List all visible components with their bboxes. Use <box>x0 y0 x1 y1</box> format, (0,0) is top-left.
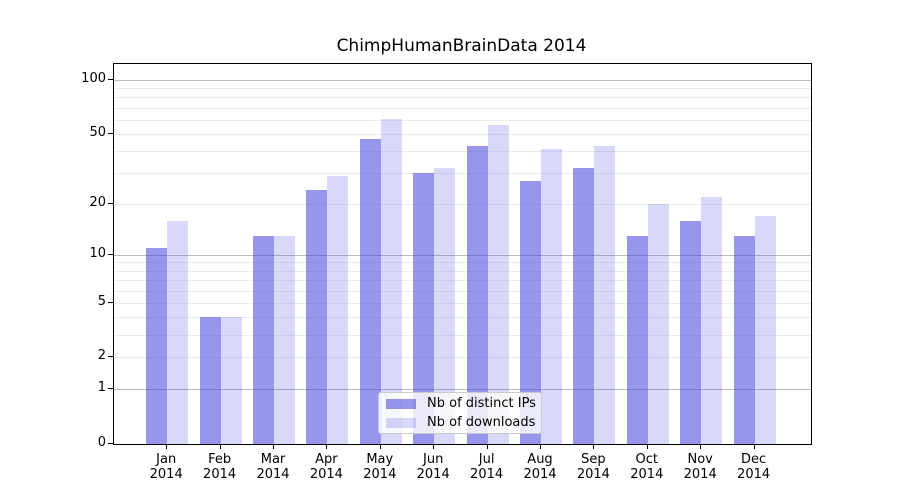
minor-gridline <box>114 270 811 272</box>
major-gridline <box>114 389 811 391</box>
bar-nb-of-distinct-ips-feb <box>199 317 221 444</box>
minor-gridline <box>114 173 811 175</box>
x-tick-mark <box>753 444 755 449</box>
x-tick-label: Nov 2014 <box>683 452 717 482</box>
minor-gridline <box>114 133 811 135</box>
bar-nb-of-distinct-ips-may <box>359 138 381 444</box>
x-tick-mark <box>166 444 168 449</box>
legend-item-downloads: Nb of downloads <box>379 414 541 431</box>
x-tick-mark <box>486 444 488 449</box>
x-tick-label: Feb 2014 <box>203 452 237 482</box>
bar-nb-of-distinct-ips-jul <box>466 145 488 444</box>
major-gridline <box>114 80 811 81</box>
x-tick-mark <box>540 444 541 449</box>
minor-gridline <box>114 302 811 304</box>
plot-area <box>113 63 812 445</box>
minor-gridline <box>114 107 811 109</box>
bar-nb-of-distinct-ips-mar <box>253 235 274 444</box>
bar-nb-of-downloads-oct <box>647 203 669 444</box>
bar-nb-of-distinct-ips-apr <box>306 190 328 444</box>
bar-nb-of-downloads-may <box>380 118 402 444</box>
bar-nb-of-downloads-feb <box>220 317 242 444</box>
x-tick-mark <box>593 444 595 449</box>
bar-nb-of-distinct-ips-aug <box>520 181 541 444</box>
bar-nb-of-distinct-ips-jan <box>146 248 168 444</box>
x-tick-mark <box>326 444 328 449</box>
x-tick-label: Oct 2014 <box>630 452 664 482</box>
y-tick-label: 2 <box>97 348 106 364</box>
legend-label-distinct-ips: Nb of distinct IPs <box>427 395 536 411</box>
minor-gridline <box>114 279 811 281</box>
y-tick-label: 1 <box>97 380 106 396</box>
minor-gridline <box>114 262 811 264</box>
major-gridline <box>114 254 811 256</box>
x-tick-mark <box>700 444 702 449</box>
y-tick-mark <box>108 132 113 134</box>
minor-gridline <box>114 290 811 292</box>
x-tick-label: Jan 2014 <box>149 452 183 482</box>
y-tick-mark <box>108 79 113 80</box>
legend-swatch-downloads <box>386 417 416 428</box>
minor-gridline <box>114 317 811 319</box>
y-tick-mark <box>108 443 113 444</box>
bar-nb-of-downloads-jan <box>167 220 189 444</box>
x-tick-label: May 2014 <box>363 452 397 482</box>
minor-gridline <box>114 88 811 90</box>
x-tick-label: Dec 2014 <box>737 452 771 482</box>
chart-title: ChimpHumanBrainData 2014 <box>336 36 587 56</box>
minor-gridline <box>114 334 811 336</box>
y-tick-label: 10 <box>89 245 106 261</box>
minor-gridline <box>114 119 811 121</box>
y-tick-mark <box>108 202 113 204</box>
bar-nb-of-downloads-apr <box>327 175 349 444</box>
y-tick-label: 50 <box>89 124 106 140</box>
y-tick-label: 100 <box>81 71 106 86</box>
x-tick-label: Jun 2014 <box>416 452 450 482</box>
bar-nb-of-downloads-jun <box>434 168 456 444</box>
x-tick-mark <box>646 444 648 449</box>
bar-nb-of-distinct-ips-sep <box>573 168 595 444</box>
x-tick-mark <box>433 444 435 449</box>
bar-nb-of-downloads-dec <box>754 216 776 444</box>
y-tick-mark <box>108 356 113 358</box>
x-tick-mark <box>379 444 381 449</box>
bar-nb-of-distinct-ips-oct <box>626 235 648 444</box>
y-tick-mark <box>108 388 113 390</box>
y-tick-mark <box>108 253 113 255</box>
y-tick-label: 0 <box>97 435 106 450</box>
x-tick-mark <box>273 444 274 449</box>
x-tick-mark <box>219 444 221 449</box>
bar-nb-of-downloads-aug <box>541 149 562 444</box>
minor-gridline <box>114 357 811 359</box>
y-tick-mark <box>108 301 113 303</box>
legend: Nb of distinct IPs Nb of downloads <box>378 392 542 434</box>
y-tick-label: 5 <box>97 293 106 309</box>
legend-swatch-distinct-ips <box>386 398 416 409</box>
y-tick-label: 20 <box>89 194 106 210</box>
minor-gridline <box>114 203 811 205</box>
x-tick-label: Mar 2014 <box>256 452 290 482</box>
minor-gridline <box>114 97 811 99</box>
bar-nb-of-downloads-sep <box>594 145 616 444</box>
minor-gridline <box>114 151 811 153</box>
bar-nb-of-distinct-ips-jun <box>413 173 435 444</box>
x-tick-label: Apr 2014 <box>309 452 343 482</box>
legend-item-distinct-ips: Nb of distinct IPs <box>379 395 541 412</box>
legend-label-downloads: Nb of downloads <box>427 414 536 430</box>
x-tick-label: Aug 2014 <box>523 452 557 482</box>
bar-nb-of-downloads-jul <box>487 125 509 444</box>
bar-nb-of-downloads-mar <box>274 235 295 444</box>
bar-nb-of-distinct-ips-dec <box>733 235 755 444</box>
x-tick-label: Jul 2014 <box>470 452 504 482</box>
bar-nb-of-distinct-ips-nov <box>680 220 702 444</box>
x-tick-label: Sep 2014 <box>576 452 610 482</box>
bar-nb-of-downloads-nov <box>701 196 723 444</box>
